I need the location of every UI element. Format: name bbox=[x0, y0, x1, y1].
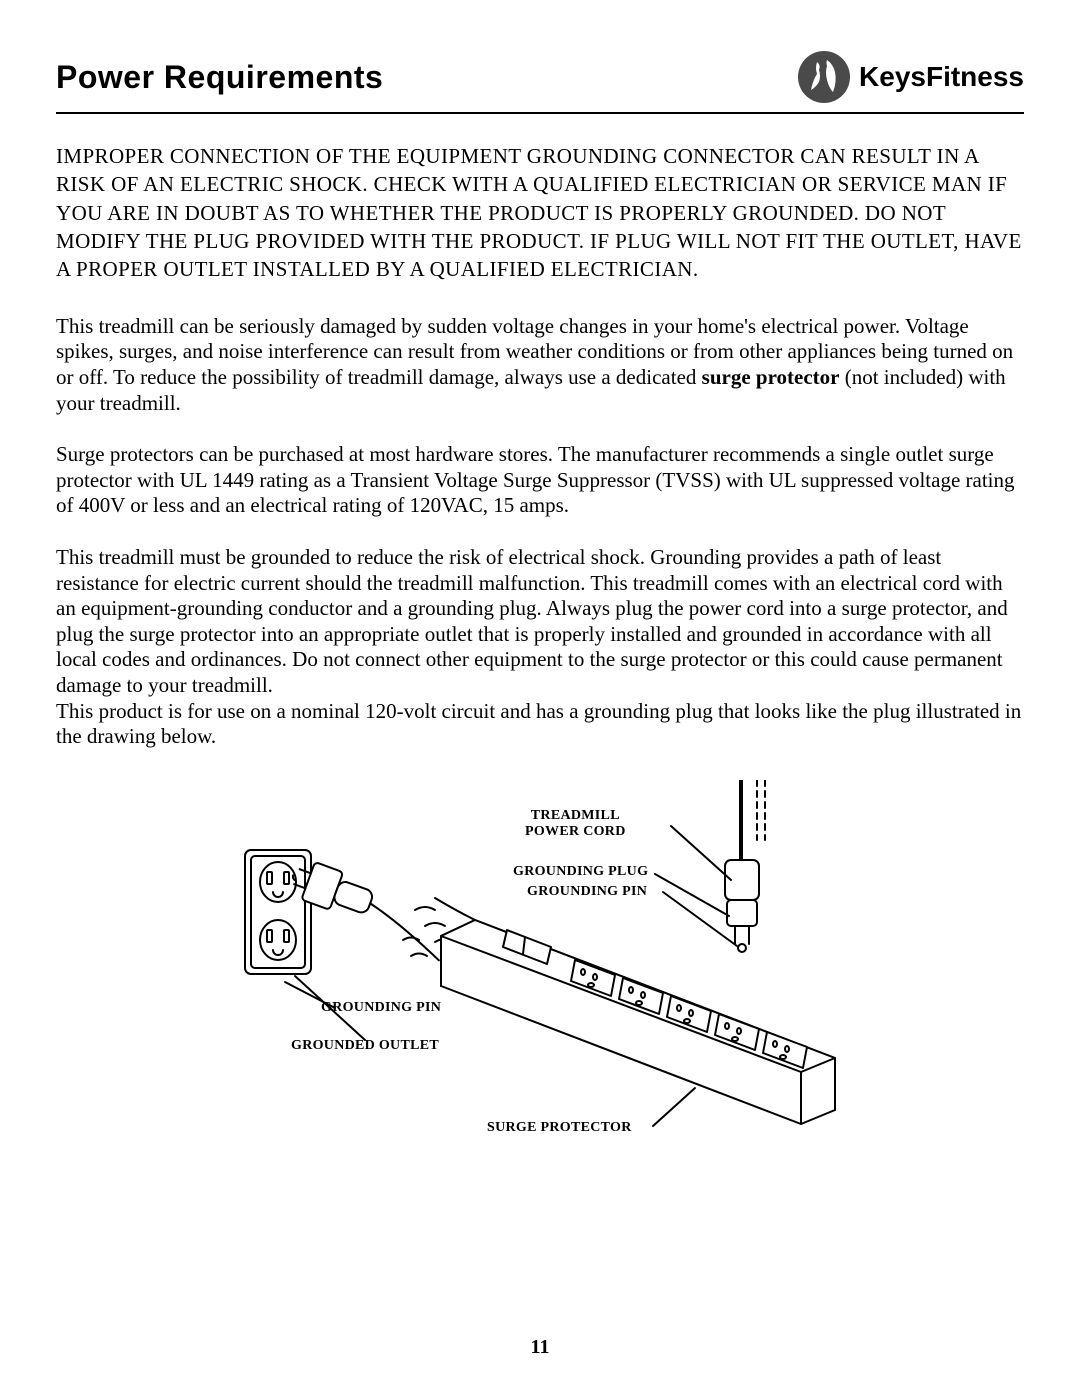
label-treadmill-l1: TREADMILL bbox=[525, 808, 626, 824]
header-divider bbox=[56, 112, 1024, 114]
label-treadmill-power-cord: TREADMILL POWER CORD bbox=[525, 808, 626, 840]
label-surge-protector: SURGE PROTECTOR bbox=[487, 1120, 632, 1136]
brand: KeysFitness bbox=[797, 50, 1024, 104]
body-paragraph-4: This product is for use on a nominal 120… bbox=[56, 699, 1024, 750]
body-paragraph-3: This treadmill must be grounded to reduc… bbox=[56, 545, 1024, 699]
page-title: Power Requirements bbox=[56, 59, 383, 96]
page-header: Power Requirements KeysFitness bbox=[56, 50, 1024, 104]
label-grounding-pin-top: GROUNDING PIN bbox=[527, 884, 647, 900]
grounding-diagram: TREADMILL POWER CORD GROUNDING PLUG GROU… bbox=[225, 780, 855, 1160]
label-grounded-outlet: GROUNDED OUTLET bbox=[291, 1038, 439, 1054]
brand-logo-icon bbox=[797, 50, 851, 104]
label-grounding-pin-left: GROUNDING PIN bbox=[321, 1000, 441, 1016]
warning-paragraph: IMPROPER CONNECTION OF THE EQUIPMENT GRO… bbox=[56, 142, 1024, 284]
page-number: 11 bbox=[0, 1336, 1080, 1359]
diagram-container: TREADMILL POWER CORD GROUNDING PLUG GROU… bbox=[56, 780, 1024, 1160]
brand-name: KeysFitness bbox=[859, 61, 1024, 93]
label-treadmill-l2: POWER CORD bbox=[525, 824, 626, 840]
body-paragraph-1: This treadmill can be seriously damaged … bbox=[56, 314, 1024, 416]
body-paragraph-2: Surge protectors can be purchased at mos… bbox=[56, 442, 1024, 519]
label-grounding-plug: GROUNDING PLUG bbox=[513, 864, 648, 880]
p1-bold: surge protector bbox=[702, 365, 840, 389]
